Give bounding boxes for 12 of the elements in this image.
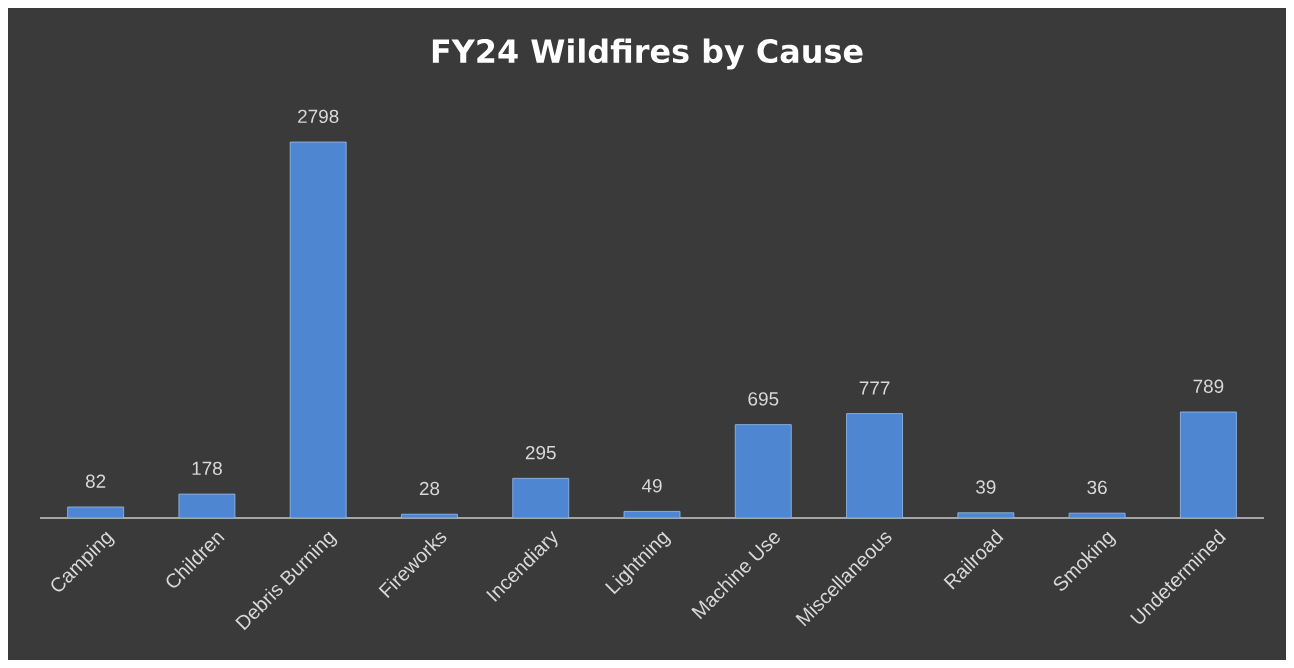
- data-label: 82: [85, 474, 106, 488]
- data-label: 777: [859, 381, 890, 395]
- data-label: 49: [641, 478, 662, 493]
- data-label: 295: [525, 445, 556, 460]
- data-label: 28: [419, 481, 440, 496]
- data-label: 695: [748, 392, 779, 406]
- data-label: 36: [1087, 480, 1107, 495]
- chart-title: FY24 Wildfires by Cause: [432, 38, 863, 70]
- data-label: 2798: [298, 109, 339, 124]
- data-label: 789: [1193, 379, 1224, 393]
- data-label: 178: [192, 461, 222, 476]
- data-label: 39: [976, 480, 996, 494]
